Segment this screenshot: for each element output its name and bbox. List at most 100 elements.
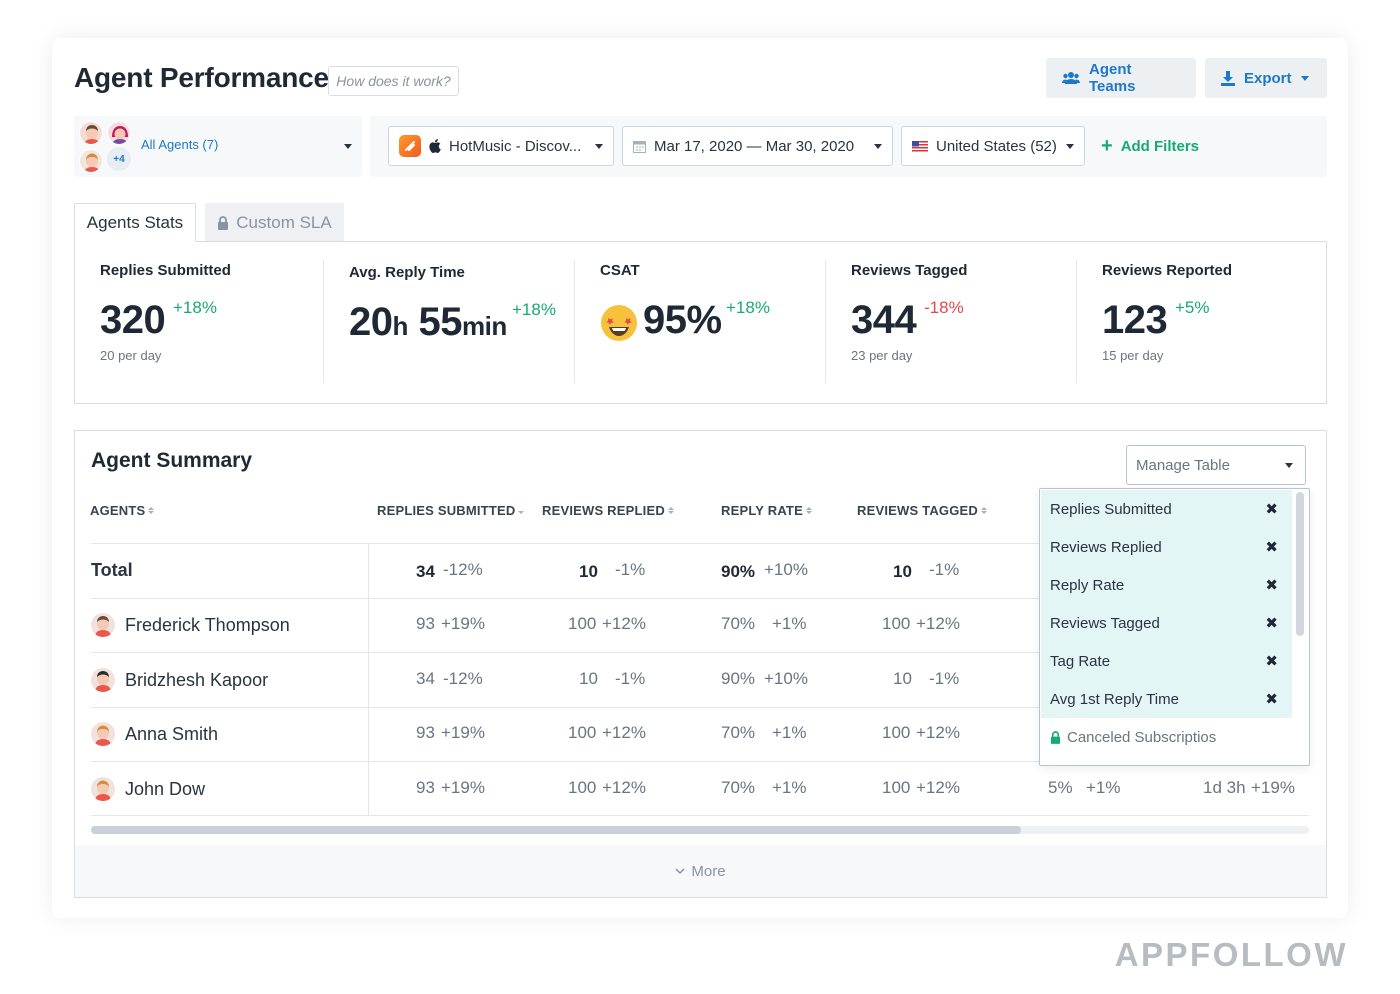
country-dropdown[interactable]: United States (52) xyxy=(901,126,1085,166)
table-cell: 90% xyxy=(721,562,756,581)
apple-icon xyxy=(429,139,441,153)
table-cell-delta: +1% xyxy=(772,723,807,742)
chevron-down-icon xyxy=(1300,75,1309,81)
hours-value: 20 xyxy=(349,300,393,344)
add-filters-button[interactable]: + Add Filters xyxy=(1101,134,1199,158)
menu-item-tag-rate[interactable]: Tag Rate ✖ xyxy=(1041,642,1292,680)
remove-icon[interactable]: ✖ xyxy=(1265,539,1278,556)
summary-title: Agent Summary xyxy=(91,449,253,472)
table-cell: 70% xyxy=(721,778,756,797)
table-cell: 100 xyxy=(568,723,597,742)
menu-scrollbar[interactable] xyxy=(1296,492,1304,636)
chevron-down-icon xyxy=(595,143,603,149)
menu-item-reply-rate[interactable]: Reply Rate ✖ xyxy=(1041,566,1292,604)
all-agents-label[interactable]: All Agents (7) xyxy=(141,137,219,152)
table-cell: 70% xyxy=(721,723,756,742)
column-header-reviews-tagged[interactable]: REVIEWS TAGGED xyxy=(857,503,988,518)
table-cell: 1d 3h xyxy=(1203,778,1246,797)
column-label: REPLY RATE xyxy=(721,503,803,518)
table-cell: 70% xyxy=(721,614,756,633)
table-cell-delta: +12% xyxy=(916,778,960,797)
chevron-down-icon xyxy=(1285,462,1293,468)
remove-icon[interactable]: ✖ xyxy=(1265,577,1278,594)
menu-item-replies-submitted[interactable]: Replies Submitted ✖ xyxy=(1041,490,1292,528)
menu-item-canceled-subscriptions[interactable]: Canceled Subscriptios xyxy=(1041,718,1292,756)
stat-csat: CSAT 95% +18% xyxy=(600,260,850,383)
table-cell-delta: -1% xyxy=(929,560,960,579)
lock-icon xyxy=(217,215,229,230)
menu-item-avg-1st-reply-time[interactable]: Avg 1st Reply Time ✖ xyxy=(1041,680,1292,718)
stat-label: Replies Submitted xyxy=(100,262,231,279)
column-header-reviews-replied[interactable]: REVIEWS REPLIED xyxy=(542,503,674,518)
avatar xyxy=(79,149,103,173)
avatar xyxy=(91,777,115,801)
app-dropdown[interactable]: HotMusic - Discov... xyxy=(388,126,614,166)
table-cell: 34 xyxy=(416,669,435,688)
table-cell: 34 xyxy=(416,562,435,581)
divider xyxy=(323,260,324,383)
stat-value: 20h 55min xyxy=(349,300,507,345)
manage-table-dropdown[interactable]: Manage Table xyxy=(1126,445,1306,485)
date-range-value: Mar 17, 2020 — Mar 30, 2020 xyxy=(654,137,855,155)
column-header-agents[interactable]: AGENTS xyxy=(90,503,155,518)
stats-panel xyxy=(74,241,1327,404)
stat-label: Reviews Reported xyxy=(1102,262,1233,279)
column-label: REVIEWS REPLIED xyxy=(542,503,665,518)
date-range-dropdown[interactable]: Mar 17, 2020 — Mar 30, 2020 xyxy=(622,126,893,166)
menu-item-reviews-tagged[interactable]: Reviews Tagged ✖ xyxy=(1041,604,1292,642)
menu-item-label: Replies Submitted xyxy=(1050,500,1172,518)
table-cell: 93 xyxy=(416,614,435,633)
scrollbar-thumb[interactable] xyxy=(91,826,1021,834)
divider xyxy=(91,815,1309,816)
table-cell: 5% xyxy=(1048,778,1073,797)
column-header-replies-submitted[interactable]: REPLIES SUBMITTED xyxy=(377,503,525,518)
minutes-value: 55 xyxy=(418,300,463,344)
table-cell-delta: -1% xyxy=(615,560,646,579)
tab-agents-stats[interactable]: Agents Stats xyxy=(74,203,196,242)
table-row[interactable]: Anna Smith xyxy=(91,722,218,746)
lock-icon xyxy=(1050,730,1061,744)
table-cell-delta: +12% xyxy=(916,723,960,742)
remove-icon[interactable]: ✖ xyxy=(1265,653,1278,670)
remove-icon[interactable]: ✖ xyxy=(1265,501,1278,518)
stat-sub: 20 per day xyxy=(100,348,162,363)
stat-delta: +18% xyxy=(726,298,770,317)
table-row[interactable]: Frederick Thompson xyxy=(91,613,290,637)
sort-icon xyxy=(981,507,988,514)
stat-sub: 23 per day xyxy=(851,348,913,363)
table-cell: 10 xyxy=(579,562,598,581)
stat-value: 344 xyxy=(851,298,917,342)
chevron-down-icon[interactable] xyxy=(344,144,352,149)
tab-custom-sla[interactable]: Custom SLA xyxy=(205,203,344,242)
more-label: More xyxy=(691,862,726,880)
table-cell-delta: +19% xyxy=(1251,778,1295,797)
sort-icon xyxy=(805,507,812,514)
country-value: United States (52) xyxy=(936,137,1057,155)
agent-teams-button[interactable]: Agent Teams xyxy=(1046,58,1196,98)
divider xyxy=(1076,260,1077,383)
star-struck-emoji-icon xyxy=(600,304,638,347)
remove-icon[interactable]: ✖ xyxy=(1265,615,1278,632)
table-cell-delta: +10% xyxy=(764,669,808,688)
menu-item-reviews-replied[interactable]: Reviews Replied ✖ xyxy=(1041,528,1292,566)
sort-icon xyxy=(148,507,155,514)
table-row[interactable]: Bridzhesh Kapoor xyxy=(91,668,268,692)
stat-value: 123 xyxy=(1102,298,1168,342)
table-cell: 10 xyxy=(893,562,912,581)
agent-name: Bridzhesh Kapoor xyxy=(125,669,269,690)
table-row[interactable]: John Dow xyxy=(91,777,205,801)
agent-name: Anna Smith xyxy=(125,723,219,744)
remove-icon[interactable]: ✖ xyxy=(1265,691,1278,708)
divider xyxy=(574,260,575,383)
export-button[interactable]: Export xyxy=(1205,58,1327,98)
hours-unit: h xyxy=(392,311,409,341)
stat-replies-submitted: Replies Submitted 320 +18% 20 per day xyxy=(100,260,350,383)
divider xyxy=(825,260,826,383)
stat-reviews-reported: Reviews Reported 123 +5% 15 per day xyxy=(1102,260,1352,383)
how-it-works-link[interactable]: How does it work? xyxy=(328,66,459,96)
app-name: HotMusic - Discov... xyxy=(449,137,582,155)
column-header-reply-rate[interactable]: REPLY RATE xyxy=(721,503,812,518)
more-button[interactable]: More xyxy=(75,845,1326,897)
stat-reviews-tagged: Reviews Tagged 344 -18% 23 per day xyxy=(851,260,1101,383)
divider xyxy=(91,598,1309,599)
